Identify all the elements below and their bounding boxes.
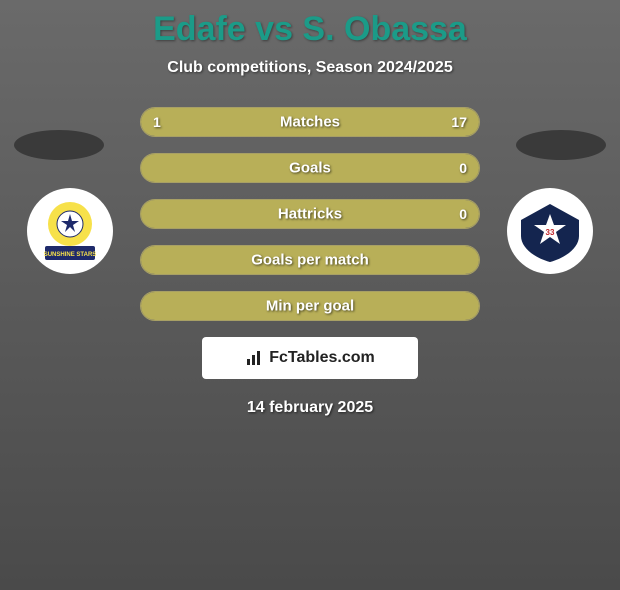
stat-label: Hattricks xyxy=(141,206,479,223)
stat-row: Hattricks0 xyxy=(140,199,480,229)
club-badge-left: SUNSHINE STARS xyxy=(27,188,113,274)
branding-box: FcTables.com xyxy=(202,337,418,379)
page-title: Edafe vs S. Obassa xyxy=(0,10,620,49)
remo-stars-logo-icon: 33 xyxy=(511,192,589,270)
subtitle: Club competitions, Season 2024/2025 xyxy=(0,59,620,77)
date-text: 14 february 2025 xyxy=(0,399,620,417)
stat-label: Min per goal xyxy=(141,298,479,315)
chart-icon xyxy=(245,349,263,367)
svg-text:SUNSHINE STARS: SUNSHINE STARS xyxy=(44,252,97,258)
stat-row: 1Matches17 xyxy=(140,107,480,137)
stats-container: 1Matches17Goals0Hattricks0Goals per matc… xyxy=(140,107,480,321)
club-badge-right: 33 xyxy=(507,188,593,274)
stat-value-right: 0 xyxy=(459,206,467,222)
stat-value-right: 17 xyxy=(451,114,467,130)
player-left-ellipse xyxy=(14,130,104,160)
branding-text: FcTables.com xyxy=(269,349,375,367)
stat-label: Goals xyxy=(141,160,479,177)
stat-row: Goals0 xyxy=(140,153,480,183)
stat-row: Min per goal xyxy=(140,291,480,321)
svg-text:33: 33 xyxy=(546,228,555,237)
stat-row: Goals per match xyxy=(140,245,480,275)
stat-value-right: 0 xyxy=(459,160,467,176)
stat-label: Goals per match xyxy=(141,252,479,269)
sunshine-stars-logo-icon: SUNSHINE STARS xyxy=(35,196,105,266)
stat-label: Matches xyxy=(141,114,479,131)
player-right-ellipse xyxy=(516,130,606,160)
